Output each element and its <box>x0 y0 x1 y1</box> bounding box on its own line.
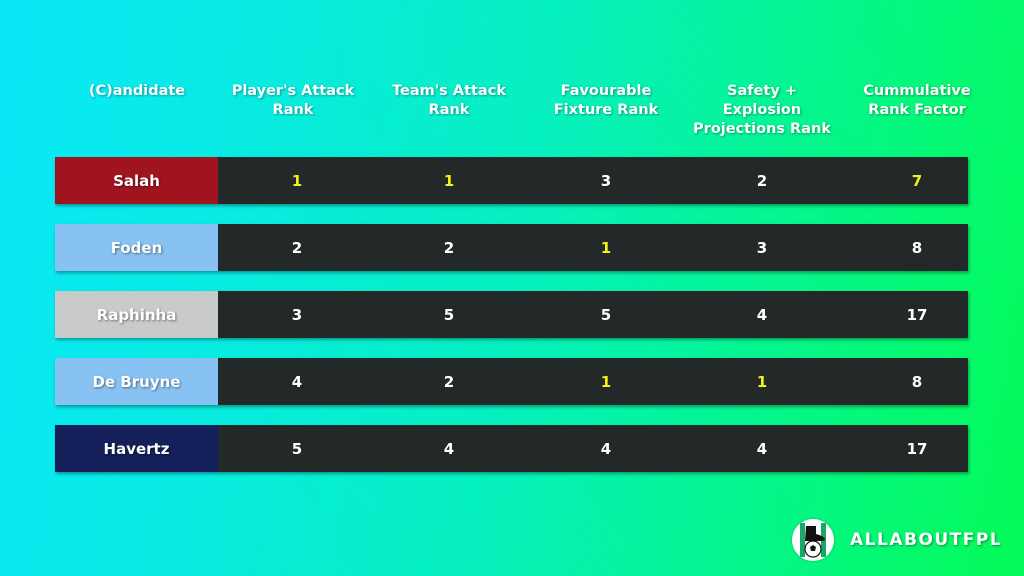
rank-value: 7 <box>911 171 923 190</box>
table-row: Havertz 5 4 4 4 17 <box>55 425 968 472</box>
rank-value: 3 <box>600 171 612 190</box>
header-safety-explosion-rank: Safety + Explosion Projections Rank <box>693 83 831 137</box>
rank-value: 2 <box>443 238 455 257</box>
player-name: Raphinha <box>55 291 218 338</box>
table-header: (C)andidate Player's Attack Rank Team's … <box>0 82 1024 142</box>
header-fixture-rank: Favourable Fixture Rank <box>553 83 659 118</box>
header-player-attack-rank: Player's Attack Rank <box>231 83 355 118</box>
rank-value: 3 <box>291 305 303 324</box>
rank-value: 3 <box>756 238 768 257</box>
player-name: De Bruyne <box>55 358 218 405</box>
rank-value: 5 <box>443 305 455 324</box>
rank-value: 5 <box>291 439 303 458</box>
brand-name: ALLABOUTFPL <box>850 530 1003 550</box>
table-row: Raphinha 3 5 5 4 17 <box>55 291 968 338</box>
boot-and-ball-logo-icon <box>792 519 834 561</box>
player-name: Salah <box>55 157 218 204</box>
rank-value: 8 <box>911 238 923 257</box>
table-row: De Bruyne 4 2 1 1 8 <box>55 358 968 405</box>
player-name: Havertz <box>55 425 218 472</box>
rank-value: 1 <box>600 238 612 257</box>
header-candidate: (C)andidate <box>88 83 186 99</box>
table-row: Foden 2 2 1 3 8 <box>55 224 968 271</box>
header-cumulative-rank: Cummulative Rank Factor <box>863 83 971 118</box>
header-team-attack-rank: Team's Attack Rank <box>392 83 506 118</box>
rank-value: 4 <box>291 372 303 391</box>
table-row: Salah 1 1 3 2 7 <box>55 157 968 204</box>
rank-value: 17 <box>906 439 928 458</box>
rank-value: 17 <box>906 305 928 324</box>
rank-value: 5 <box>600 305 612 324</box>
rank-value: 4 <box>600 439 612 458</box>
brand: ALLABOUTFPL <box>792 517 1002 563</box>
rank-value: 1 <box>291 171 303 190</box>
rank-value: 8 <box>911 372 923 391</box>
rank-value: 1 <box>443 171 455 190</box>
rank-value: 2 <box>291 238 303 257</box>
rank-value: 2 <box>443 372 455 391</box>
rank-value: 4 <box>443 439 455 458</box>
rank-value: 1 <box>600 372 612 391</box>
rank-value: 1 <box>756 372 768 391</box>
rank-value: 4 <box>756 439 768 458</box>
player-name: Foden <box>55 224 218 271</box>
rank-value: 4 <box>756 305 768 324</box>
rank-value: 2 <box>756 171 768 190</box>
